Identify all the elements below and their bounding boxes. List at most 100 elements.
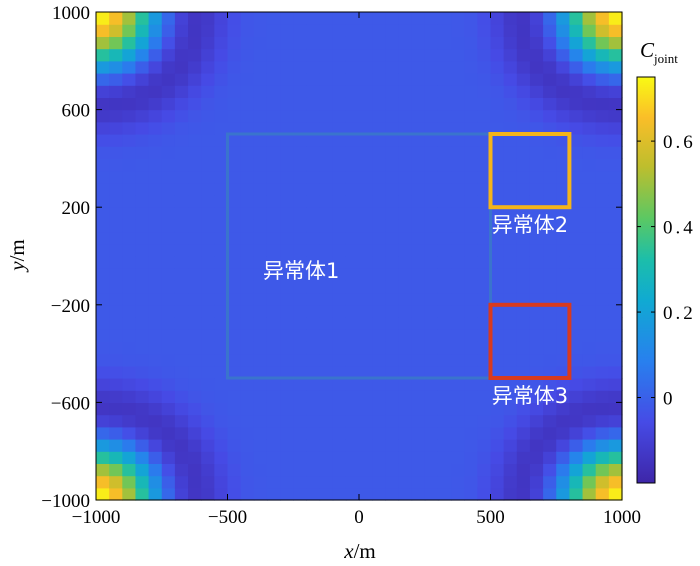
heatmap-cell [490, 304, 505, 318]
heatmap-cell [359, 475, 373, 489]
heatmap-cell [424, 426, 439, 440]
heatmap-cell [174, 207, 189, 220]
heatmap-cell [543, 170, 557, 184]
heatmap-cell [214, 243, 229, 257]
heatmap-cell [437, 243, 452, 257]
heatmap-cell [135, 378, 150, 391]
heatmap-cell [96, 487, 110, 501]
heatmap-cell [424, 402, 439, 416]
heatmap-cell [582, 365, 597, 379]
heatmap-cell [280, 414, 294, 428]
heatmap-cell [319, 426, 334, 440]
heatmap-cell [319, 146, 334, 159]
heatmap-cell [477, 365, 492, 379]
heatmap-cell [280, 439, 294, 452]
heatmap-cell [569, 268, 584, 281]
heatmap-cell [135, 170, 150, 184]
heatmap-cell [608, 24, 623, 37]
heatmap-cell [464, 146, 478, 159]
heatmap-cell [556, 268, 570, 281]
heatmap-cell [529, 439, 544, 452]
heatmap-cell [253, 121, 268, 135]
heatmap-cell [569, 219, 584, 233]
heatmap-cell [372, 170, 386, 184]
heatmap-cell [595, 243, 610, 257]
colorbar-tick-label: 0 [663, 389, 676, 410]
heatmap-cell [293, 341, 307, 355]
heatmap-cell [227, 109, 242, 123]
heatmap-cell [319, 73, 334, 86]
heatmap-cell [214, 48, 229, 62]
heatmap-cell [503, 231, 518, 245]
heatmap-cell [437, 85, 452, 98]
heatmap-cell [424, 207, 439, 220]
heatmap-cell [188, 268, 202, 281]
heatmap-cell [385, 402, 400, 416]
heatmap-cell [451, 353, 465, 367]
y-tick-label: −200 [51, 296, 90, 317]
heatmap-cell [109, 353, 123, 367]
heatmap-cell [569, 378, 584, 391]
heatmap-cell [398, 439, 413, 452]
heatmap-cell [411, 402, 426, 416]
heatmap-cell [266, 402, 281, 416]
heatmap-cell [516, 85, 531, 98]
heatmap-cell [556, 475, 570, 489]
heatmap-cell [464, 268, 478, 281]
heatmap-cell [293, 134, 307, 147]
heatmap-cell [411, 109, 426, 123]
heatmap-cell [109, 60, 123, 74]
heatmap-cell [96, 207, 110, 220]
heatmap-cell [359, 48, 373, 62]
heatmap-cell [595, 451, 610, 464]
heatmap-cell [569, 158, 584, 172]
heatmap-cell [293, 378, 307, 391]
heatmap-cell [451, 378, 465, 391]
heatmap-cell [161, 121, 176, 135]
heatmap-cell [490, 329, 505, 342]
heatmap-cell [464, 97, 478, 111]
heatmap-cell [372, 439, 386, 452]
heatmap-cell [214, 475, 229, 489]
heatmap-cell [201, 158, 215, 172]
heatmap-cell [161, 146, 176, 159]
heatmap-cell [359, 73, 373, 86]
heatmap-cell [477, 60, 492, 74]
heatmap-cell [359, 195, 373, 208]
heatmap-cell [556, 280, 570, 294]
heatmap-cell [608, 158, 623, 172]
heatmap-cell [201, 36, 215, 50]
heatmap-cell [319, 292, 334, 306]
heatmap-cell [227, 402, 242, 416]
heatmap-cell [424, 97, 439, 111]
heatmap-cell [280, 341, 294, 355]
heatmap-cell [306, 24, 321, 37]
heatmap-cell [477, 24, 492, 37]
heatmap-cell [451, 170, 465, 184]
heatmap-cell [582, 60, 597, 74]
heatmap-cell [556, 73, 570, 86]
heatmap-cell [437, 475, 452, 489]
heatmap-cell [529, 182, 544, 196]
heatmap-cell [280, 36, 294, 50]
heatmap-cell [398, 60, 413, 74]
heatmap-cell [477, 329, 492, 342]
heatmap-cell [437, 195, 452, 208]
heatmap-cell [122, 280, 137, 294]
heatmap-cell [109, 365, 123, 379]
heatmap-cell [109, 85, 123, 98]
heatmap-cell [306, 451, 321, 464]
heatmap-cell [280, 97, 294, 111]
heatmap-cell [477, 256, 492, 269]
heatmap-cell [556, 207, 570, 220]
heatmap-cell [595, 60, 610, 74]
heatmap-cell [122, 170, 137, 184]
heatmap-cell [516, 439, 531, 452]
heatmap-cell [345, 378, 360, 391]
heatmap-cell [569, 36, 584, 50]
heatmap-cell [543, 121, 557, 135]
heatmap-cell [148, 24, 163, 37]
heatmap-cell [161, 195, 176, 208]
heatmap-cell [122, 36, 137, 50]
heatmap-cell [556, 390, 570, 403]
